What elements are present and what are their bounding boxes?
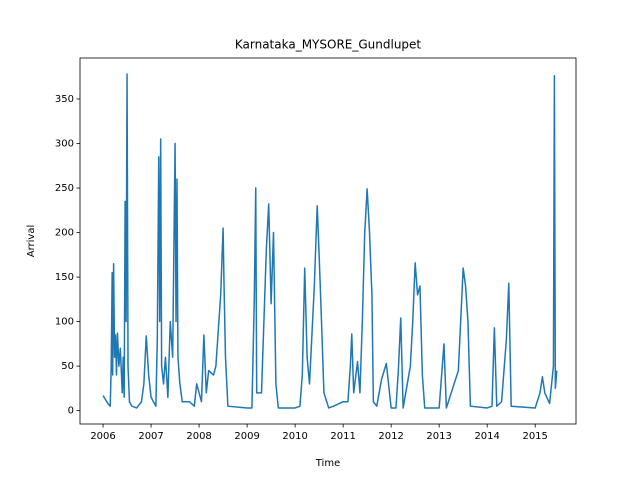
- x-tick-label: 2007: [138, 431, 163, 442]
- x-tick-label: 2015: [522, 431, 547, 442]
- x-tick-label: 2008: [186, 431, 211, 442]
- x-tick-label: 2010: [282, 431, 307, 442]
- y-tick-label: 50: [61, 361, 74, 372]
- x-tick-label: 2006: [90, 431, 115, 442]
- x-tick-label: 2013: [426, 431, 451, 442]
- y-axis-label: Arrival: [26, 225, 37, 258]
- y-tick-label: 0: [68, 406, 74, 417]
- y-tick-label: 200: [55, 228, 74, 239]
- y-tick-label: 150: [55, 272, 74, 283]
- y-tick-label: 250: [55, 183, 74, 194]
- x-tick-label: 2011: [330, 431, 355, 442]
- y-tick-label: 350: [55, 94, 74, 105]
- y-tick-label: 100: [55, 317, 74, 328]
- x-tick-label: 2009: [234, 431, 259, 442]
- y-tick-label: 300: [55, 138, 74, 149]
- chart-title: Karnataka_MYSORE_Gundlupet: [235, 38, 422, 52]
- data-line: [102, 73, 558, 409]
- plot-frame: [79, 57, 577, 425]
- x-axis-label: Time: [315, 458, 340, 469]
- x-tick-label: 2014: [474, 431, 499, 442]
- x-tick-label: 2012: [378, 431, 403, 442]
